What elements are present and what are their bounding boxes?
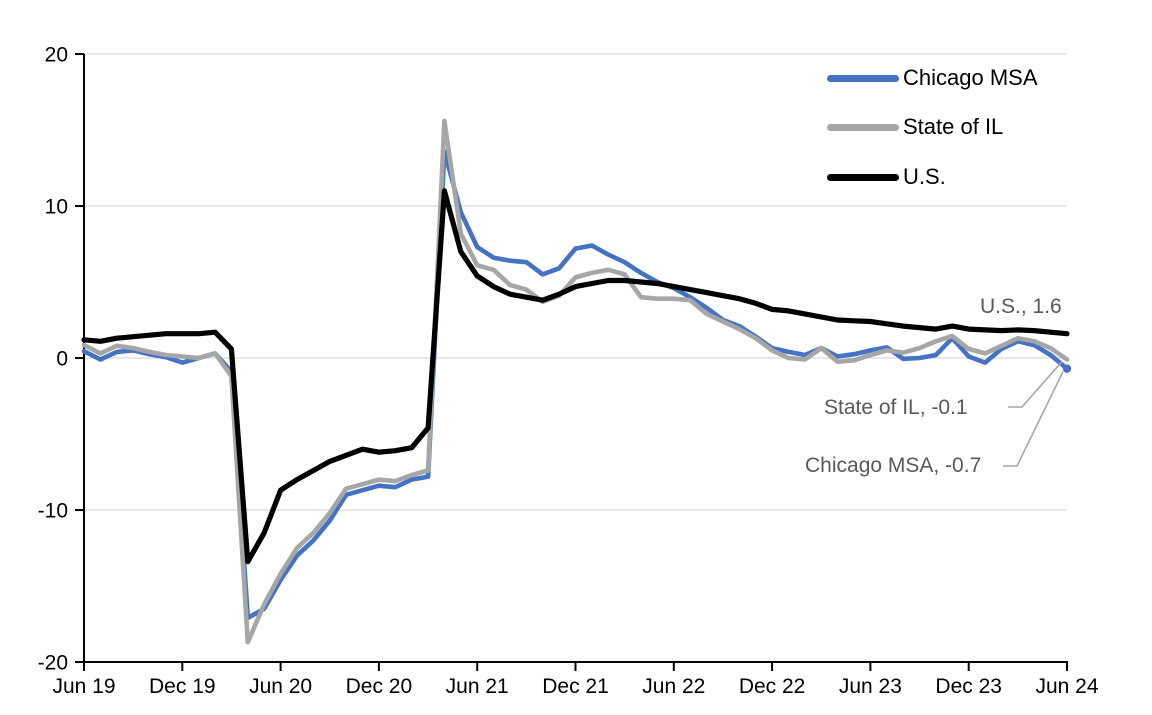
legend-label-chicago-msa: Chicago MSA <box>903 65 1038 90</box>
chicago-end-label: Chicago MSA, -0.7 <box>805 454 982 477</box>
x-tick-label: Dec 21 <box>542 675 609 698</box>
x-tick-label: Jun 22 <box>642 675 705 698</box>
legend-label-state-of-il: State of IL <box>903 114 1004 139</box>
series-line-state-of-il <box>81 118 1070 645</box>
legend-swatch-us <box>827 173 899 181</box>
chicago-msa-end-marker <box>1062 364 1072 373</box>
x-tick-label: Jun 19 <box>52 675 115 698</box>
legend-item-us: U.S. <box>827 162 946 192</box>
il-end-label: State of IL, -0.1 <box>824 396 968 419</box>
x-tick-label: Dec 20 <box>346 675 413 698</box>
us-end-label: U.S., 1.6 <box>980 295 1062 318</box>
il-leader-line <box>1008 360 1063 408</box>
series-line-u-s <box>81 188 1070 565</box>
y-tick-label: -10 <box>38 499 68 522</box>
legend-swatch-chicago-msa <box>827 74 899 82</box>
x-tick-label: Jun 24 <box>1035 675 1098 698</box>
x-tick-label: Jun 20 <box>249 675 312 698</box>
chicago-leader-line <box>1003 371 1064 467</box>
legend-item-state-of-il: State of IL <box>827 112 1003 142</box>
x-tick-label: Jun 21 <box>446 675 509 698</box>
x-tick-label: Jun 23 <box>839 675 902 698</box>
y-tick-label: -20 <box>38 651 68 674</box>
x-tick-label: Dec 23 <box>935 675 1002 698</box>
x-tick-label: Dec 19 <box>149 675 216 698</box>
legend-swatch-state-of-il <box>827 123 899 131</box>
legend-label-us: U.S. <box>903 164 946 189</box>
y-tick-label: 20 <box>45 43 68 66</box>
y-tick-label: 0 <box>56 347 68 370</box>
x-tick-label: Dec 22 <box>739 675 806 698</box>
legend-item-chicago-msa: Chicago MSA <box>827 63 1038 93</box>
y-tick-label: 10 <box>45 195 68 218</box>
